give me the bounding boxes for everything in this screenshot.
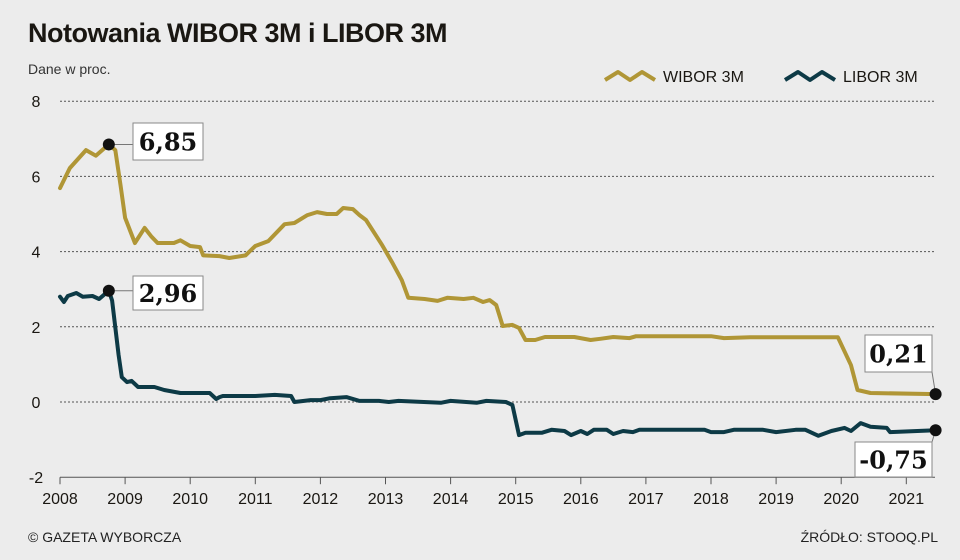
y-tick-label: 6 bbox=[32, 169, 41, 186]
data-point-marker bbox=[929, 388, 942, 401]
value-label: -0,75 bbox=[859, 446, 927, 475]
data-point-marker bbox=[929, 424, 942, 437]
source-text: ŹRÓDŁO: STOOQ.PL bbox=[800, 529, 938, 545]
x-tick-label: 2015 bbox=[498, 491, 534, 508]
x-tick-label: 2016 bbox=[563, 491, 599, 508]
x-tick-label: 2012 bbox=[303, 491, 339, 508]
value-label: 6,85 bbox=[139, 128, 197, 157]
y-tick-label: 2 bbox=[32, 320, 41, 337]
value-label-box bbox=[132, 122, 204, 161]
x-tick-label: 2013 bbox=[368, 491, 404, 508]
x-tick-label: 2021 bbox=[889, 491, 925, 508]
x-tick-label: 2018 bbox=[693, 491, 729, 508]
value-label-box bbox=[864, 334, 933, 373]
y-tick-label: -2 bbox=[29, 470, 43, 487]
legend-swatch bbox=[783, 70, 837, 82]
legend-label: WIBOR 3M bbox=[663, 69, 744, 86]
x-tick-label: 2020 bbox=[823, 491, 859, 508]
x-tick-label: 2014 bbox=[433, 491, 469, 508]
x-tick-label: 2017 bbox=[628, 491, 664, 508]
value-label-box bbox=[132, 275, 204, 311]
y-tick-label: 4 bbox=[32, 245, 41, 262]
data-point-marker bbox=[102, 284, 115, 297]
data-point-marker bbox=[102, 138, 115, 151]
x-tick-label: 2009 bbox=[107, 491, 143, 508]
legend-label: LIBOR 3M bbox=[843, 69, 918, 86]
credit-text: © GAZETA WYBORCZA bbox=[28, 529, 182, 545]
y-tick-label: 0 bbox=[32, 395, 41, 412]
value-label: 0,21 bbox=[869, 340, 927, 369]
chart-title: Notowania WIBOR 3M i LIBOR 3M bbox=[28, 18, 448, 48]
legend-swatch bbox=[603, 70, 657, 82]
series-line-libor bbox=[58, 288, 938, 438]
x-tick-label: 2019 bbox=[758, 491, 794, 508]
value-label: 2,96 bbox=[139, 279, 197, 308]
x-tick-label: 2010 bbox=[172, 491, 208, 508]
series-line-wibor bbox=[58, 142, 938, 397]
x-tick-label: 2008 bbox=[42, 491, 78, 508]
y-tick-label: 8 bbox=[32, 94, 41, 111]
chart-subtitle: Dane w proc. bbox=[28, 61, 111, 77]
x-tick-label: 2011 bbox=[238, 491, 273, 508]
value-label-box bbox=[854, 441, 933, 478]
